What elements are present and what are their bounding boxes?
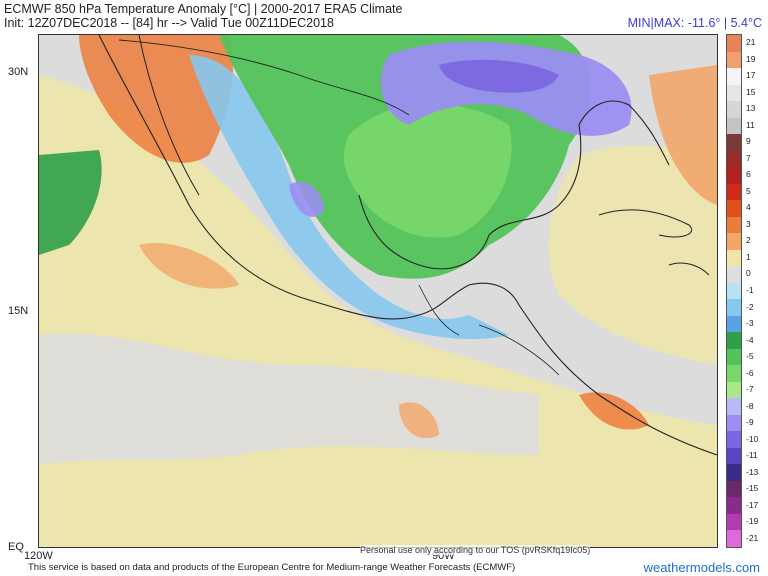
colorbar-segment [727, 117, 741, 135]
colorbar-label: 6 [746, 169, 751, 180]
colorbar-label: -11 [746, 450, 758, 461]
lon-label-120w: 120W [24, 550, 53, 562]
coldest-anomaly-center [439, 59, 559, 93]
colorbar-label: 2 [746, 235, 751, 246]
colorbar-label: -17 [746, 499, 759, 510]
gulf-coastline [358, 100, 670, 270]
colorbar-segment [727, 134, 741, 151]
colorbar-segment [727, 398, 741, 415]
colorbar-label: -7 [746, 384, 754, 395]
colorbar-segment [727, 84, 741, 102]
colorbar-segment [727, 530, 741, 547]
lat-label-eq: EQ [8, 541, 24, 553]
colorbar-segment [727, 315, 741, 333]
min-max-readout: MIN|MAX: -11.6° | 5.4°C [627, 16, 762, 30]
colorbar-segment [727, 431, 741, 448]
colorbar-label: 5 [746, 185, 751, 196]
colorbar-label: 13 [746, 103, 756, 114]
colorbar-segment [727, 183, 741, 201]
colorbar-label: -8 [746, 400, 754, 411]
colorbar-label: -9 [746, 417, 754, 428]
colorbar-label: 19 [746, 53, 756, 64]
colorbar-label: -5 [746, 351, 754, 362]
terms-notice: Personal use only according to our TOS (… [360, 545, 591, 555]
colorbar-segment [727, 381, 741, 399]
hispaniola-coastline [668, 262, 710, 276]
warm-patch-panama [579, 392, 649, 430]
colorbar-label: 9 [746, 136, 751, 147]
footer-credit: This service is based on data and produc… [28, 562, 516, 573]
colorbar-label: -6 [746, 367, 754, 378]
colorbar-segment [727, 299, 741, 316]
colorbar-label: 11 [746, 119, 755, 130]
colorbar-label: 21 [746, 37, 756, 48]
chart-title: ECMWF 850 hPa Temperature Anomaly [°C] |… [4, 2, 403, 16]
colorbar-label: -13 [746, 466, 759, 477]
colorbar-label: -3 [746, 318, 754, 329]
colorbar-label: -10 [746, 433, 759, 444]
colorbar-segment [727, 167, 741, 184]
lat-label-30n: 30N [8, 66, 29, 78]
colorbar-label: 7 [746, 152, 751, 163]
colorbar-segment [727, 513, 741, 531]
colorbar-segment [727, 365, 741, 382]
colorbar-segment [727, 497, 741, 514]
central-america-border-2 [478, 324, 560, 376]
colorbar-segment [727, 414, 741, 432]
colorbar-segment [727, 233, 741, 250]
anomaly-map [38, 34, 718, 548]
baja-coastline [138, 35, 200, 196]
colorbar-segment [727, 35, 741, 52]
colorbar-label: 3 [746, 218, 751, 229]
colorbar-segment [727, 447, 741, 465]
cold-anomaly-west [39, 150, 102, 255]
colorbar [726, 34, 742, 548]
colorbar-label: 17 [746, 70, 756, 81]
colorbar-label: 4 [746, 202, 751, 213]
cold-core-light [343, 103, 512, 238]
colorbar-segment [727, 266, 741, 283]
colorbar-segment [727, 200, 741, 217]
colorbar-label: -21 [746, 532, 759, 543]
colorbar-segment [727, 332, 741, 349]
colorbar-segment [727, 51, 741, 69]
warm-patch-ocean [399, 402, 439, 439]
colorbar-label: -1 [746, 285, 754, 295]
warm-patch-pacific [139, 243, 239, 289]
colorbar-segment [727, 480, 741, 498]
lat-label-15n: 15N [8, 305, 29, 317]
colorbar-segment [727, 68, 741, 85]
central-america-border [418, 284, 460, 336]
colorbar-label: 15 [746, 86, 756, 97]
chart-subtitle: Init: 12Z07DEC2018 -- [84] hr --> Valid … [4, 16, 334, 30]
colorbar-segment [727, 348, 741, 366]
colorbar-label: -2 [746, 301, 754, 312]
map-canvas [39, 35, 717, 547]
us-mexico-border [118, 39, 410, 116]
colorbar-segment [727, 150, 741, 168]
caribbean-warm-region [548, 145, 717, 365]
colorbar-segment [727, 464, 741, 481]
colorbar-label: -4 [746, 334, 754, 345]
colorbar-segment [727, 249, 741, 267]
colorbar-label: 0 [746, 268, 751, 279]
colorbar-label: -19 [746, 516, 759, 527]
colorbar-segment [727, 101, 741, 118]
colorbar-segment [727, 282, 741, 300]
colorbar-label: 1 [746, 251, 751, 262]
pacific-coastline [98, 35, 717, 456]
colorbar-label: -15 [746, 483, 759, 494]
cuba-coastline [598, 209, 692, 238]
colorbar-segment [727, 216, 741, 234]
brand-logo-text[interactable]: weathermodels.com [643, 560, 760, 575]
warm-anomaly-ne [649, 65, 717, 205]
cold-patch-mountains [289, 181, 324, 217]
